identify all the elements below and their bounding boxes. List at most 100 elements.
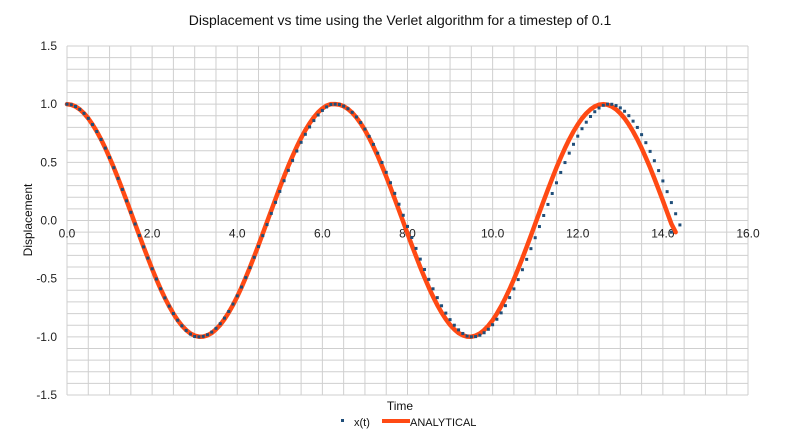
series-xt-point (606, 102, 610, 106)
series-xt-point (303, 132, 307, 136)
series-xt-point (125, 199, 129, 203)
series-xt-point (350, 110, 354, 114)
series-xt-point (342, 104, 346, 108)
series-xt-point (418, 257, 422, 261)
series-xt-point (86, 116, 90, 120)
x-tick-label: 4.0 (229, 227, 246, 241)
y-tick-label: -1.0 (36, 330, 57, 344)
series-xt-point (520, 268, 524, 272)
series-xt-point (154, 277, 158, 281)
x-tick-label: 2.0 (144, 227, 161, 241)
series-xt-point (137, 234, 141, 238)
series-xt-point (163, 296, 167, 300)
series-xt-point (623, 109, 627, 113)
series-xt-point (584, 120, 588, 124)
series-xt-point (640, 133, 644, 137)
series-xt-point (176, 318, 180, 322)
series-xt-point (614, 104, 618, 108)
series-xt-point (435, 296, 439, 300)
series-xt-point (486, 327, 490, 331)
series-xt-point (444, 311, 448, 315)
series-xt-point (103, 146, 107, 150)
series-xt-point (452, 323, 456, 327)
series-xt-point (316, 113, 320, 117)
series-xt-point (567, 151, 571, 155)
series-xt-point (593, 110, 597, 114)
x-axis-ticks: 0.0 2.0 4.0 6.0 8.0 10.0 12.0 14.0 16.0 (59, 227, 760, 241)
chart-title: Displacement vs time using the Verlet al… (189, 12, 612, 28)
series-xt-point (171, 312, 175, 316)
series-xt-point (376, 151, 380, 155)
y-tick-label: -1.5 (36, 388, 57, 402)
series-xt-point (499, 311, 503, 315)
series-xt-point (282, 179, 286, 183)
series-xt-point (674, 212, 678, 216)
x-tick-label: 6.0 (314, 227, 331, 241)
series-xt-point (423, 267, 427, 271)
series-xt-point (618, 106, 622, 110)
series-xt-point (312, 119, 316, 123)
series-xt-point (142, 245, 146, 249)
legend-xt-label: x(t) (354, 417, 370, 429)
series-xt-point (291, 158, 295, 162)
series-xt-point (563, 161, 567, 165)
series-xt-point (167, 304, 171, 308)
series-xt-point (465, 334, 469, 338)
series-xt-point (491, 323, 495, 327)
series-xt-point (678, 223, 682, 227)
series-xt-point (333, 102, 337, 106)
grid (66, 45, 749, 396)
series-xt-point (82, 111, 86, 115)
series-xt-point (129, 210, 133, 214)
series-xt-point (516, 278, 520, 282)
series-xt-point (201, 334, 205, 338)
series-xt-point (295, 149, 299, 153)
series-xt-point (580, 127, 584, 131)
series-xt-point (597, 106, 601, 110)
series-xt-point (231, 302, 235, 306)
series-xt-point (261, 234, 265, 238)
series-xt-point (495, 317, 499, 321)
series-xt-point (457, 328, 461, 332)
series-xt-point (308, 125, 312, 129)
series-xt-point (184, 328, 188, 332)
series-xt-point (546, 202, 550, 206)
series-xt-point (537, 225, 541, 229)
y-axis-ticks: 1.5 1.0 0.5 0.0 -0.5 -1.0 -1.5 (36, 39, 57, 402)
series-xt-point (589, 114, 593, 118)
series-xt-point (180, 324, 184, 328)
series-xt-point (503, 304, 507, 308)
series-xt-point (393, 191, 397, 195)
series-xt-point (99, 137, 103, 141)
series-xt-point (542, 213, 546, 217)
series-xt-point (252, 255, 256, 259)
series-xt-point (188, 332, 192, 336)
series-xt-point (359, 121, 363, 125)
legend-xt-marker (341, 419, 344, 422)
series-xt-point (644, 141, 648, 145)
series-xt-point (384, 170, 388, 174)
y-tick-label: 0.0 (40, 214, 57, 228)
series-xt-point (197, 335, 201, 339)
series-xt-point (274, 200, 278, 204)
series-xt-point (661, 179, 665, 183)
series-xt-point (337, 103, 341, 107)
series-xt-point (508, 296, 512, 300)
series-xt-point (669, 201, 673, 205)
series-xt-point (461, 331, 465, 335)
series-xt-point (286, 168, 290, 172)
x-tick-label: 14.0 (651, 227, 675, 241)
series-xt-point (74, 104, 78, 108)
series-xt-point (222, 316, 226, 320)
series-xt-point (210, 330, 214, 334)
series-xt-point (440, 304, 444, 308)
series-xt-point (550, 192, 554, 196)
series-xt-point (478, 333, 482, 337)
series-xt-point (248, 266, 252, 270)
y-tick-label: 1.5 (40, 39, 57, 53)
series-xt-point (571, 142, 575, 146)
series-xt-point (325, 105, 329, 109)
series-xt-point (380, 160, 384, 164)
series-xt-point (159, 287, 163, 291)
